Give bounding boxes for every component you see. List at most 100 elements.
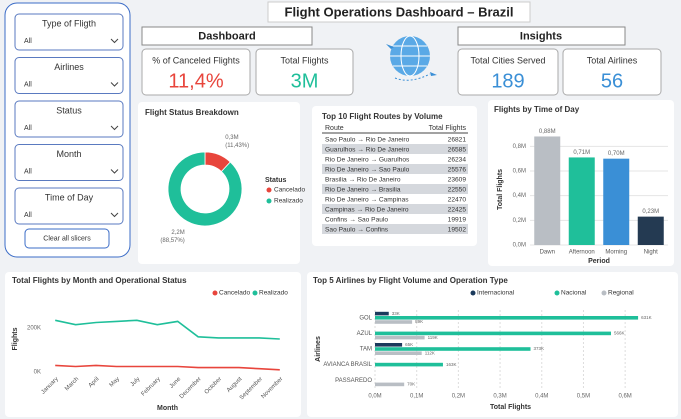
slicer-value: All — [24, 168, 32, 175]
bar — [375, 335, 425, 340]
x-tick-label: 0,1M — [410, 394, 423, 400]
x-tick-label: 0,6M — [618, 394, 631, 400]
table-title: Top 10 Flight Routes by Volume — [322, 112, 443, 121]
legend-label: Regional — [608, 290, 634, 297]
panel — [307, 272, 678, 417]
y-tick-label: 0,0M — [513, 243, 526, 249]
y-tick-label: 0,8M — [513, 144, 526, 150]
bar — [534, 136, 561, 245]
clear-button[interactable] — [24, 228, 110, 249]
data-label: 119K — [428, 335, 438, 340]
legend-label: Cancelado — [274, 187, 305, 194]
table-cell: Rio De Janeiro → Guarulhos — [325, 156, 410, 163]
x-axis-title: Total Flights — [490, 404, 531, 411]
kpi-card — [457, 48, 559, 96]
table-cell: Confins → Sao Paulo — [325, 216, 388, 223]
row-band — [322, 184, 468, 194]
slicer-label: Type of Fligth — [42, 18, 96, 28]
bar — [375, 382, 405, 387]
legend-marker — [601, 290, 607, 296]
slicer[interactable] — [14, 13, 124, 51]
bar — [637, 216, 664, 245]
y-tick-label: AVIANCA BRASIL — [323, 362, 372, 368]
legend-label: Cancelado — [219, 290, 250, 297]
data-label: 70K — [407, 382, 415, 387]
chevron — [110, 125, 119, 131]
table-cell: Sao Paulo → Rio De Janeiro — [325, 136, 410, 143]
column-header: Total Flights — [429, 125, 467, 132]
kpi-card — [562, 48, 662, 96]
kpi-card — [141, 48, 251, 96]
column-header: Route — [325, 125, 344, 132]
x-tick-label: Morning — [605, 250, 627, 256]
x-tick-label: July — [130, 376, 142, 388]
page-title: Flight Operations Dashboard – Brazil — [285, 4, 514, 19]
table-cell: Campinas → Rio De Janeiro — [325, 206, 409, 213]
x-axis-title: Month — [157, 405, 178, 412]
table-cell: 22425 — [448, 206, 467, 213]
slicer-value: All — [24, 81, 32, 88]
bar — [375, 351, 422, 355]
globe-icon — [386, 35, 437, 81]
row-band — [322, 204, 468, 214]
table-cell: 25576 — [448, 166, 467, 173]
x-tick-label: 0,5M — [577, 394, 590, 400]
table-cell: 19919 — [448, 216, 467, 223]
slicer[interactable] — [14, 187, 124, 225]
title-box — [267, 1, 531, 23]
slicer[interactable] — [14, 100, 124, 138]
section-title: Insights — [520, 30, 562, 42]
kpi-card — [255, 48, 354, 96]
kpi-value: 3M — [291, 70, 319, 92]
table-cell: 22550 — [448, 186, 467, 193]
row-band — [322, 224, 468, 234]
bar — [375, 343, 403, 347]
kpi-value: 11,4% — [168, 70, 223, 92]
panel — [138, 102, 300, 264]
line-series — [55, 319, 280, 340]
bar — [375, 311, 389, 316]
data-label: 112K — [425, 350, 435, 355]
chart-title: Flight Status Breakdown — [145, 108, 239, 117]
y-tick-label: 0,2M — [513, 218, 526, 224]
legend-title: Status — [265, 177, 287, 184]
x-tick-label: 0,2M — [452, 394, 465, 400]
slicer-value: All — [24, 125, 32, 132]
slicer[interactable] — [14, 144, 124, 181]
legend-marker — [470, 290, 476, 296]
data-label: 0,71M — [573, 150, 590, 156]
y-tick-label: 200K — [27, 326, 41, 332]
legend-marker — [266, 198, 272, 204]
data-label: 0,88M — [539, 129, 556, 135]
legend-label: Realizado — [259, 290, 288, 297]
y-tick-label: PASSAREDO — [335, 378, 372, 384]
data-label: 2,2M — [171, 230, 184, 236]
y-tick-label: 0,6M — [513, 169, 526, 175]
bar — [375, 316, 639, 320]
row-band — [322, 144, 468, 154]
bar — [375, 320, 413, 324]
chevron — [110, 38, 119, 44]
data-label: 0,3M — [225, 135, 238, 141]
y-axis-title: Total Flights — [497, 169, 504, 210]
table-cell: Brasilia → Rio De Janeiro — [325, 176, 401, 183]
chevron — [110, 212, 119, 218]
slicer-label: Month — [56, 149, 81, 159]
kpi-label: % of Canceled Flights — [152, 55, 240, 65]
slicer-label: Airlines — [54, 62, 84, 72]
chart-title: Top 5 Airlines by Flight Volume and Oper… — [313, 276, 508, 285]
table-cell: Guarulhos → Rio De Janeiro — [325, 146, 410, 153]
table-cell: 26234 — [448, 156, 467, 163]
data-label: 373K — [534, 346, 545, 351]
legend-marker — [252, 290, 258, 296]
bar — [568, 157, 595, 245]
legend-label: Realizado — [274, 198, 303, 205]
x-tick-label: Night — [644, 250, 658, 256]
kpi-label: Total Airlines — [587, 55, 638, 65]
slicer-value: All — [24, 212, 32, 219]
chart-title: Total Flights by Month and Operational S… — [12, 276, 187, 285]
line-series — [55, 364, 280, 371]
table-cell: Rio De Janeiro → Sao Paulo — [325, 166, 410, 173]
slicer[interactable] — [14, 57, 124, 94]
